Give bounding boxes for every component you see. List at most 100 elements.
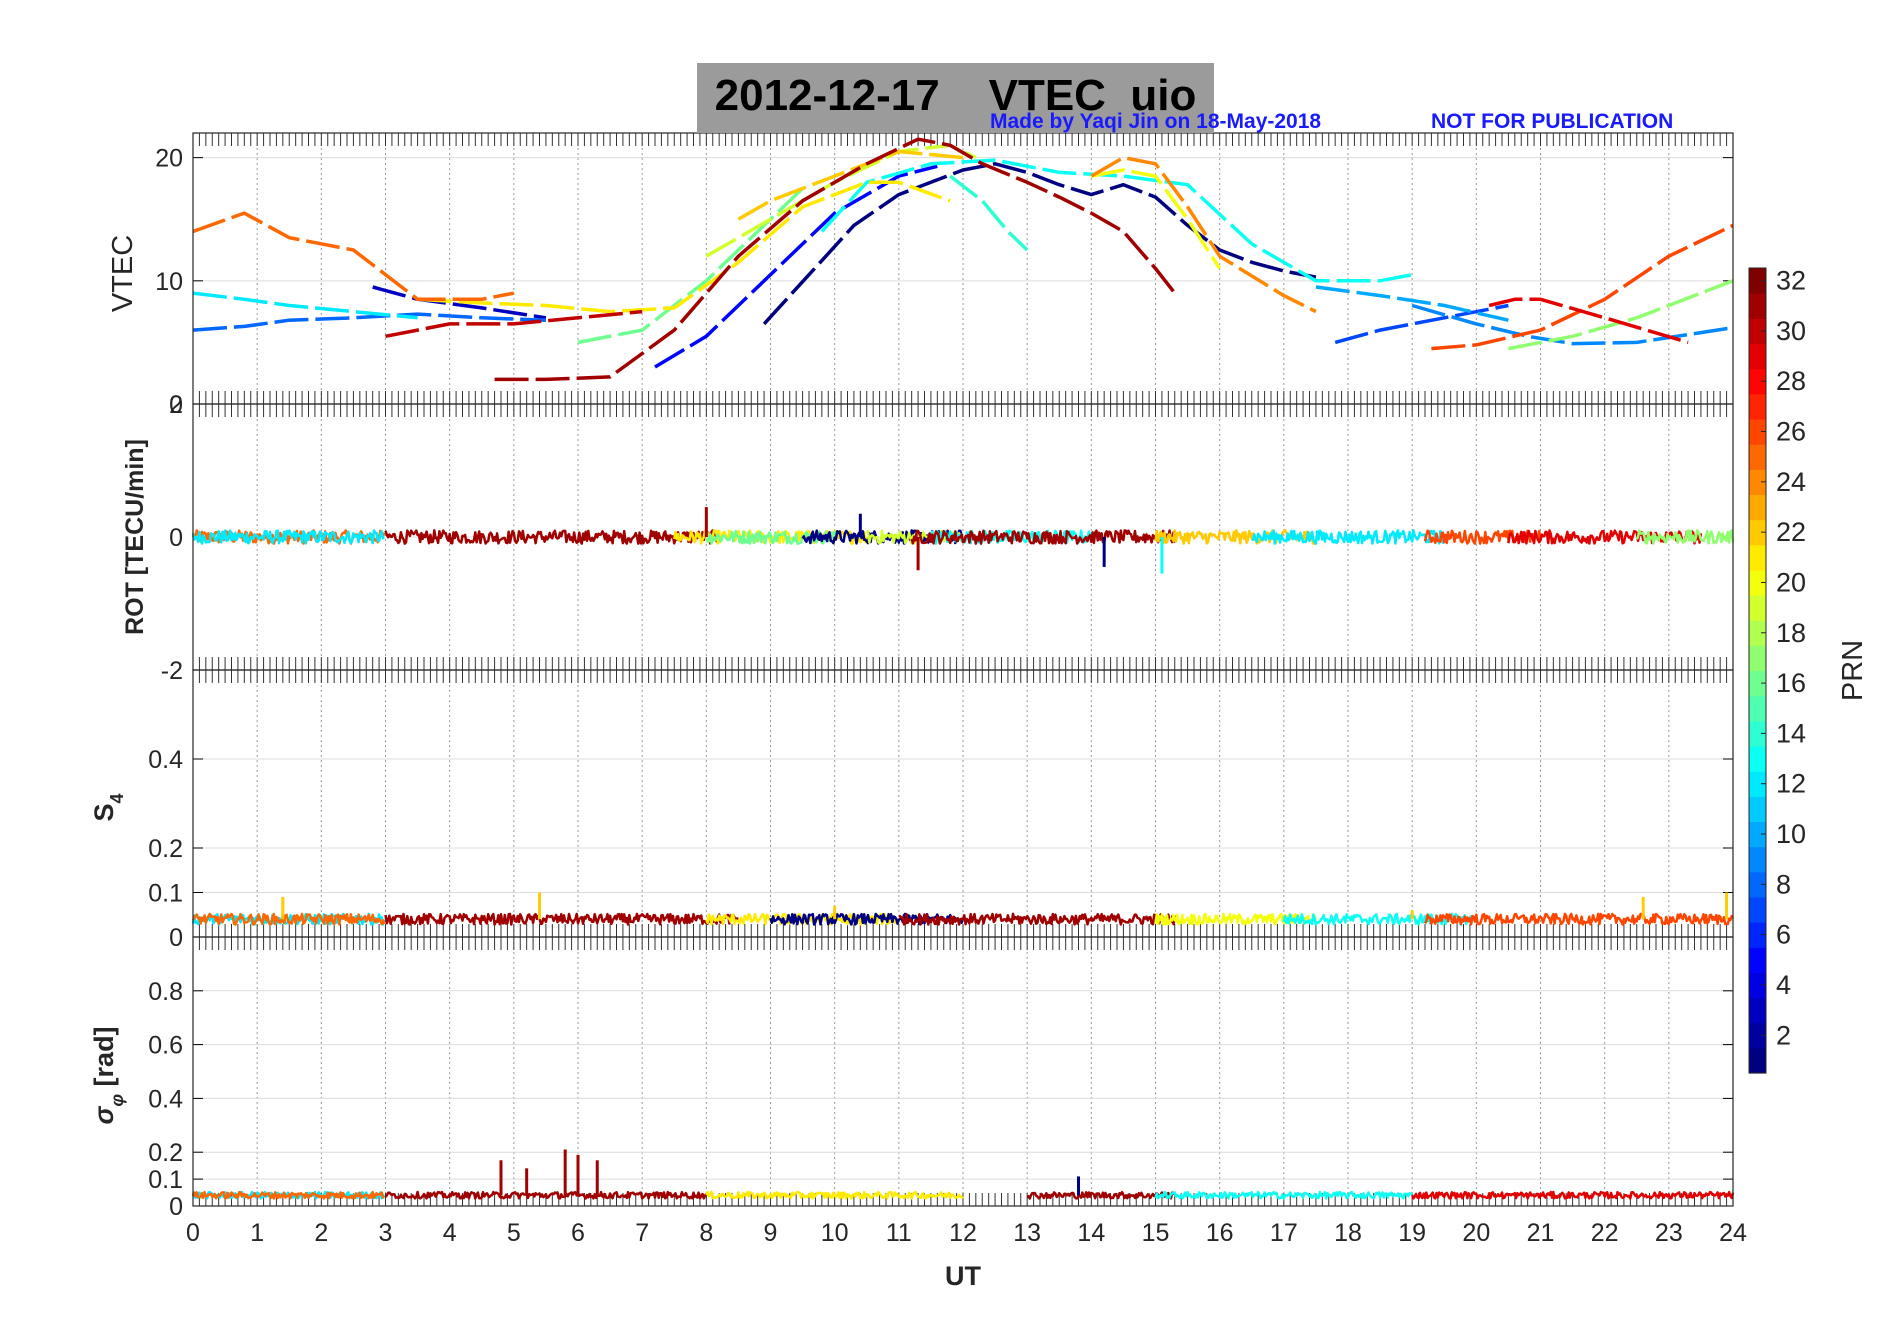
x-tick-label: 12 xyxy=(949,1219,977,1247)
x-tick-label: 23 xyxy=(1655,1219,1683,1247)
vtec-series-line xyxy=(1315,285,1509,322)
x-tick-label: 21 xyxy=(1527,1219,1555,1247)
x-tick-label: 5 xyxy=(507,1219,521,1247)
x-tick-label: 13 xyxy=(1013,1219,1041,1247)
y-axis-label-unit: [rad] xyxy=(89,1026,119,1094)
series-trace xyxy=(1635,529,1735,545)
colorbar-frame xyxy=(1748,267,1767,1074)
y-axis-label: σφ [rad] xyxy=(89,1026,127,1124)
vtec-series-line xyxy=(494,137,1177,382)
x-tick-label: 3 xyxy=(379,1219,393,1247)
series-trace xyxy=(384,912,739,926)
series-trace xyxy=(1282,912,1478,926)
colorbar-segment xyxy=(1749,695,1766,722)
x-tick-label: 4 xyxy=(443,1219,457,1247)
series-trace xyxy=(1154,529,1317,545)
vtec-series-line xyxy=(1334,303,1509,345)
panel-vtec: 0 10 20 VTEC xyxy=(107,132,1734,419)
colorbar-segment xyxy=(1749,293,1766,319)
series-trace xyxy=(910,529,1176,545)
y-tick-label: 2 xyxy=(169,391,183,419)
series-trace xyxy=(384,529,720,545)
y-tick-label: 0.8 xyxy=(148,978,183,1006)
vtec-series-line xyxy=(1508,279,1734,351)
x-tick-label: 6 xyxy=(571,1219,585,1247)
colorbar-segment xyxy=(1749,595,1766,621)
y-tick-label: 0 xyxy=(169,1193,183,1221)
vtec-series-line xyxy=(737,149,964,221)
y-axis-label-sub: φ xyxy=(107,1094,127,1107)
colorbar-segment xyxy=(1749,796,1766,823)
vtec-series-line xyxy=(1431,223,1734,351)
vtec-series-line xyxy=(1488,297,1689,345)
colorbar-segment xyxy=(1749,519,1766,546)
x-tick-label: 10 xyxy=(821,1219,849,1247)
y-axis-label: S4 xyxy=(89,793,127,821)
colorbar-tick-label: 28 xyxy=(1776,366,1806,396)
figure-title-box: 2012-12-17 VTEC uio xyxy=(697,63,1214,133)
credit-text: Made by Yaqi Jin on 18-May-2018 xyxy=(990,110,1322,133)
x-tick-label: 16 xyxy=(1206,1219,1234,1247)
x-tick-label: 18 xyxy=(1334,1219,1362,1247)
colorbar-segment xyxy=(1749,418,1766,445)
colorbar-tick-label: 30 xyxy=(1776,316,1806,346)
series-trace xyxy=(384,1190,708,1200)
x-tick-label: 20 xyxy=(1462,1219,1490,1247)
colorbar-segment xyxy=(1749,318,1766,345)
series-trace xyxy=(1423,912,1735,926)
panel-s4: 0 0.1 0.2 0.4 S4 xyxy=(89,669,1735,952)
colorbar-tick-label: 22 xyxy=(1776,517,1806,547)
colorbar-tick-label: 16 xyxy=(1776,668,1806,698)
x-tick-label: 22 xyxy=(1591,1219,1619,1247)
colorbar-segment xyxy=(1749,1022,1766,1049)
series-trace xyxy=(191,1190,385,1200)
colorbar-tick-label: 32 xyxy=(1776,266,1806,296)
x-axis-label: UT xyxy=(945,1261,981,1291)
vtec-series-line xyxy=(385,309,643,339)
colorbar-segment xyxy=(1749,997,1766,1024)
colorbar-segment xyxy=(1749,720,1766,747)
vtec-series-line xyxy=(949,174,1029,252)
vtec-series-line xyxy=(820,158,1413,283)
y-tick-label: -2 xyxy=(161,657,183,685)
vtec-series-line xyxy=(1090,168,1222,270)
colorbar-segment xyxy=(1749,922,1766,948)
colorbar-tick-label: 4 xyxy=(1776,970,1791,1000)
y-tick-label: 0.6 xyxy=(148,1032,183,1060)
vtec-series-line xyxy=(1411,303,1734,346)
y-tick-label: 0.2 xyxy=(148,1139,183,1167)
colorbar-tick-label: 2 xyxy=(1776,1020,1791,1050)
colorbar-segment xyxy=(1749,569,1766,596)
colorbar-segment xyxy=(1749,896,1766,923)
series-trace xyxy=(191,529,385,545)
colorbar-segment xyxy=(1749,670,1766,697)
x-tick-label: 19 xyxy=(1398,1219,1426,1247)
colorbar-segment xyxy=(1749,368,1766,395)
x-tick-label: 15 xyxy=(1142,1219,1170,1247)
y-tick-label: 0.4 xyxy=(148,746,183,774)
colorbar-segment xyxy=(1749,745,1766,772)
x-tick-label: 17 xyxy=(1270,1219,1298,1247)
y-tick-label: 10 xyxy=(155,268,183,296)
colorbar-segment xyxy=(1749,771,1766,797)
y-axis-label-main: σ xyxy=(89,1106,119,1125)
series-trace xyxy=(929,529,1093,545)
y-tick-label: 0.4 xyxy=(148,1085,183,1113)
x-tick-label: 11 xyxy=(886,1219,912,1247)
colorbar-segment xyxy=(1749,393,1766,420)
colorbar-segment xyxy=(1749,871,1766,898)
series-trace xyxy=(1026,1190,1176,1200)
colorbar-tick-label: 24 xyxy=(1776,467,1806,497)
colorbar-segment xyxy=(1749,620,1766,646)
vtec-series-line xyxy=(762,162,1317,326)
vtec-series-line xyxy=(372,285,547,320)
colorbar-segment xyxy=(1749,544,1766,571)
vtec-series-line xyxy=(192,312,546,332)
colorbar-tick-label: 12 xyxy=(1776,769,1806,799)
vtec-series-line xyxy=(192,291,418,320)
series-trace xyxy=(898,912,1176,926)
colorbar-segment xyxy=(1749,444,1766,470)
colorbar-label: PRN xyxy=(1837,640,1869,701)
y-axis-label: VTEC xyxy=(107,235,139,312)
